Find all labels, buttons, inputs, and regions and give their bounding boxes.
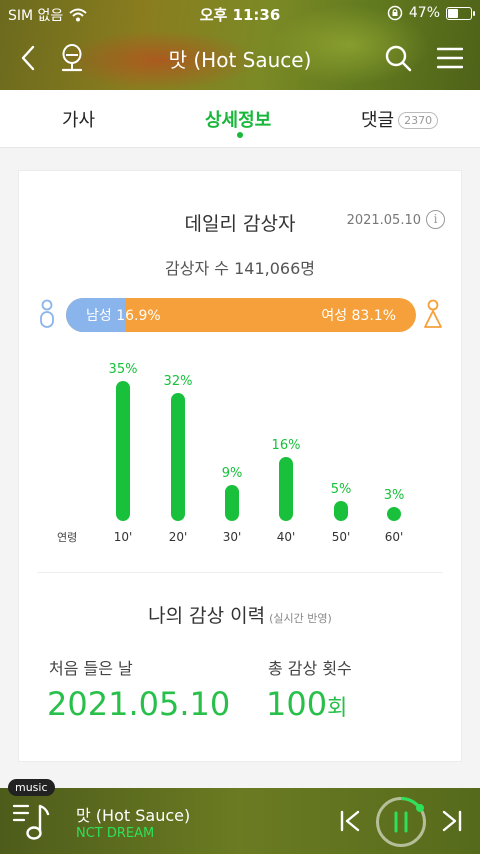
player-song-title: 맛 (Hot Sauce) xyxy=(76,806,191,825)
navbar: 맛 (Hot Sauce) xyxy=(0,30,480,86)
age-bar-value-2: 9% xyxy=(222,466,243,481)
tab-bar: 가사 상세정보 댓글 2370 xyxy=(0,90,480,148)
menu-button[interactable] xyxy=(434,42,466,74)
mini-player[interactable]: 맛 (Hot Sauce) NCT DREAM xyxy=(0,788,480,854)
male-share-fill xyxy=(66,298,126,332)
section-divider xyxy=(37,572,443,573)
tab-comments-label: 댓글 xyxy=(361,110,395,131)
header-background xyxy=(0,0,480,90)
first-listen-label: 처음 들은 날 xyxy=(49,659,133,678)
age-tick-label-0: 10' xyxy=(114,530,133,544)
age-bar-value-4: 5% xyxy=(331,482,352,497)
total-plays-unit: 회 xyxy=(327,696,348,721)
status-bar: SIM 없음 오후 11:36 47% xyxy=(0,0,480,28)
gender-ratio-bar: 남성 16.9% 여성 83.1% xyxy=(66,298,416,332)
comment-count-badge: 2370 xyxy=(398,112,439,129)
history-subtitle: (실시간 반영) xyxy=(269,612,332,625)
age-bar-value-0: 35% xyxy=(109,362,138,377)
history-title-text: 나의 감상 이력 xyxy=(148,605,266,627)
pause-button[interactable] xyxy=(374,795,428,849)
wifi-icon xyxy=(69,8,87,22)
daily-listeners-card: 데일리 감상자 2021.05.10 i 감상자 수 141,066명 남성 1… xyxy=(18,170,462,762)
search-button[interactable] xyxy=(382,42,414,74)
carrier-group: SIM 없음 xyxy=(8,5,87,25)
page-title: 맛 (Hot Sauce) xyxy=(168,48,312,72)
previous-track-icon[interactable] xyxy=(340,810,360,832)
orientation-lock-icon xyxy=(387,5,403,21)
total-plays-number: 100 xyxy=(266,685,328,723)
history-title: 나의 감상 이력 (실시간 반영) xyxy=(19,601,461,628)
age-tick-label-2: 30' xyxy=(223,530,242,544)
age-bar-2 xyxy=(225,485,239,521)
tab-lyrics[interactable]: 가사 xyxy=(62,110,96,131)
daily-date: 2021.05.10 xyxy=(346,213,421,228)
next-track-icon[interactable] xyxy=(442,810,462,832)
age-tick-label-4: 50' xyxy=(332,530,351,544)
carrier-label: SIM 없음 xyxy=(8,8,64,24)
player-artist: NCT DREAM xyxy=(76,826,155,841)
battery-percent: 47% xyxy=(408,5,440,21)
age-tick-label-1: 20' xyxy=(169,530,188,544)
listener-button[interactable] xyxy=(56,42,88,74)
age-bar-1 xyxy=(171,393,185,521)
status-right: 47% xyxy=(387,5,475,21)
age-bar-3 xyxy=(279,457,293,521)
male-share-label: 남성 16.9% xyxy=(86,308,161,324)
female-share-label: 여성 83.1% xyxy=(321,308,396,324)
playlist-music-icon[interactable] xyxy=(12,802,52,842)
back-button[interactable] xyxy=(12,42,44,74)
hamburger-menu-icon xyxy=(437,47,463,69)
info-icon[interactable]: i xyxy=(426,210,445,229)
age-tick-label-3: 40' xyxy=(277,530,296,544)
age-axis-label: 연령 xyxy=(57,531,78,544)
person-icon xyxy=(61,44,83,72)
age-bar-value-1: 32% xyxy=(164,374,193,389)
age-distribution-chart: 35% 10' 32% 20' 9% 30' 16% 40' 5% 50' 3% 60' xyxy=(109,362,405,544)
status-time: 오후 11:36 xyxy=(199,6,281,24)
active-tab-indicator xyxy=(237,132,243,138)
search-icon xyxy=(385,45,412,72)
age-bar-5 xyxy=(387,507,401,521)
tab-comments[interactable]: 댓글 2370 xyxy=(361,106,439,132)
total-plays-value: 100회 xyxy=(266,685,347,723)
female-icon xyxy=(424,299,442,328)
tab-details[interactable]: 상세정보 xyxy=(205,110,272,131)
total-plays-label: 총 감상 횟수 xyxy=(268,659,352,678)
chevron-left-icon xyxy=(21,45,35,71)
music-badge: music xyxy=(8,779,55,796)
male-icon xyxy=(40,299,54,328)
age-bar-4 xyxy=(334,501,348,521)
age-bar-value-3: 16% xyxy=(272,438,301,453)
battery-icon xyxy=(446,6,475,20)
age-tick-label-5: 60' xyxy=(385,530,404,544)
daily-listeners-title: 데일리 감상자 xyxy=(184,213,296,235)
age-bar-0 xyxy=(116,381,130,521)
listener-count: 감상자 수 141,066명 xyxy=(165,259,315,278)
age-bar-value-5: 3% xyxy=(384,488,405,503)
first-listen-date: 2021.05.10 xyxy=(47,685,231,723)
